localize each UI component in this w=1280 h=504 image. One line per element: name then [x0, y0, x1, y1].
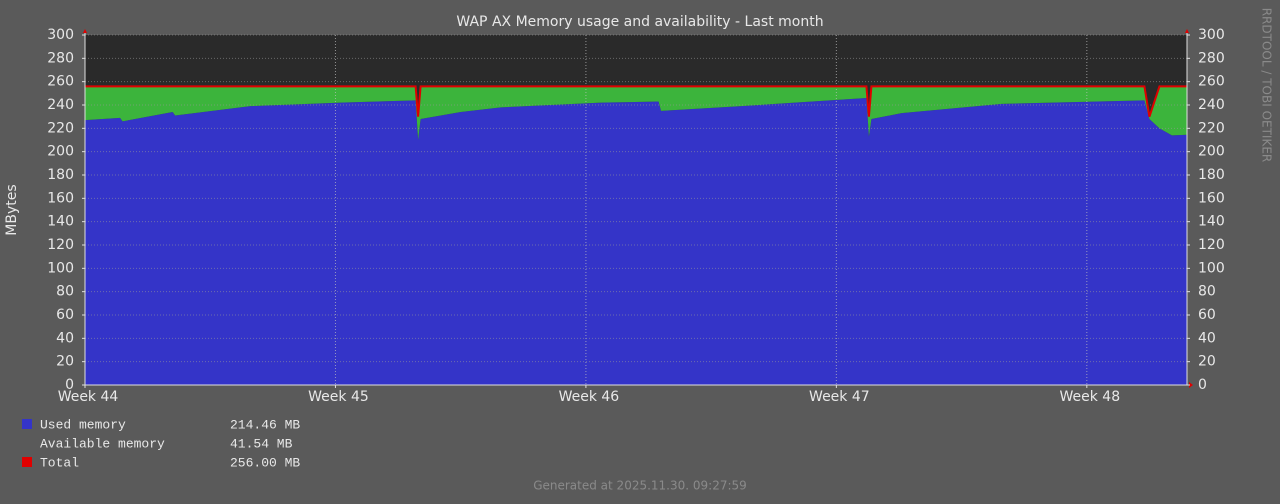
- y2-tick-label: 200: [1198, 144, 1225, 160]
- y2-tick-label: 240: [1198, 97, 1225, 113]
- y2-tick-label: 180: [1198, 167, 1225, 183]
- area: [85, 98, 1187, 385]
- x-tick-label: Week 44: [58, 389, 119, 405]
- legend-swatch: [22, 457, 32, 467]
- footer: Generated at 2025.11.30. 09:27:59: [533, 479, 747, 493]
- y-tick-label: 100: [47, 260, 74, 276]
- y2-tick-label: 100: [1198, 260, 1225, 276]
- y-tick-label: 240: [47, 97, 74, 113]
- y2-tick-label: 120: [1198, 237, 1225, 253]
- y2-tick-label: 220: [1198, 120, 1225, 136]
- legend-label: Used memory: [40, 417, 126, 432]
- total-line: [85, 85, 1187, 117]
- y-axis-label: MBytes: [4, 184, 20, 235]
- x-tick-label: Week 45: [308, 389, 369, 405]
- y-tick-label: 40: [56, 330, 74, 346]
- y-tick-label: 80: [56, 284, 74, 300]
- y2-tick-label: 80: [1198, 284, 1216, 300]
- y-tick-label: 180: [47, 167, 74, 183]
- y2-tick-label: 60: [1198, 307, 1216, 323]
- y-tick-label: 160: [47, 190, 74, 206]
- area: [85, 86, 1187, 140]
- axis-arrow: [83, 29, 87, 33]
- x-tick-label: Week 47: [809, 389, 870, 405]
- y-tick-label: 300: [47, 27, 74, 43]
- y-tick-label: 140: [47, 214, 74, 230]
- legend-swatch: [22, 419, 32, 429]
- y2-tick-label: 20: [1198, 354, 1216, 370]
- y2-tick-label: 0: [1198, 377, 1207, 393]
- x-tick-label: Week 48: [1060, 389, 1121, 405]
- legend-value: 214.46 MB: [230, 417, 300, 432]
- y-tick-label: 120: [47, 237, 74, 253]
- y2-tick-label: 160: [1198, 190, 1225, 206]
- legend-value: 41.54 MB: [230, 436, 293, 451]
- legend-label: Total: [40, 455, 79, 470]
- y-tick-label: 20: [56, 354, 74, 370]
- y2-tick-label: 280: [1198, 50, 1225, 66]
- y-tick-label: 60: [56, 307, 74, 323]
- y2-tick-label: 300: [1198, 27, 1225, 43]
- y-tick-label: 0: [65, 377, 74, 393]
- y-tick-label: 200: [47, 144, 74, 160]
- y2-tick-label: 140: [1198, 214, 1225, 230]
- legend-value: 256.00 MB: [230, 455, 300, 470]
- chart-title: WAP AX Memory usage and availability - L…: [456, 14, 823, 30]
- watermark: RRDTOOL / TOBI OETIKER: [1260, 8, 1274, 163]
- axis-arrow: [1185, 29, 1189, 33]
- y-tick-label: 260: [47, 74, 74, 90]
- y-tick-label: 280: [47, 50, 74, 66]
- x-tick-label: Week 46: [559, 389, 620, 405]
- y2-tick-label: 40: [1198, 330, 1216, 346]
- y2-tick-label: 260: [1198, 74, 1225, 90]
- y-tick-label: 220: [47, 120, 74, 136]
- axis-arrow: [1189, 382, 1193, 388]
- legend-label: Available memory: [40, 436, 165, 451]
